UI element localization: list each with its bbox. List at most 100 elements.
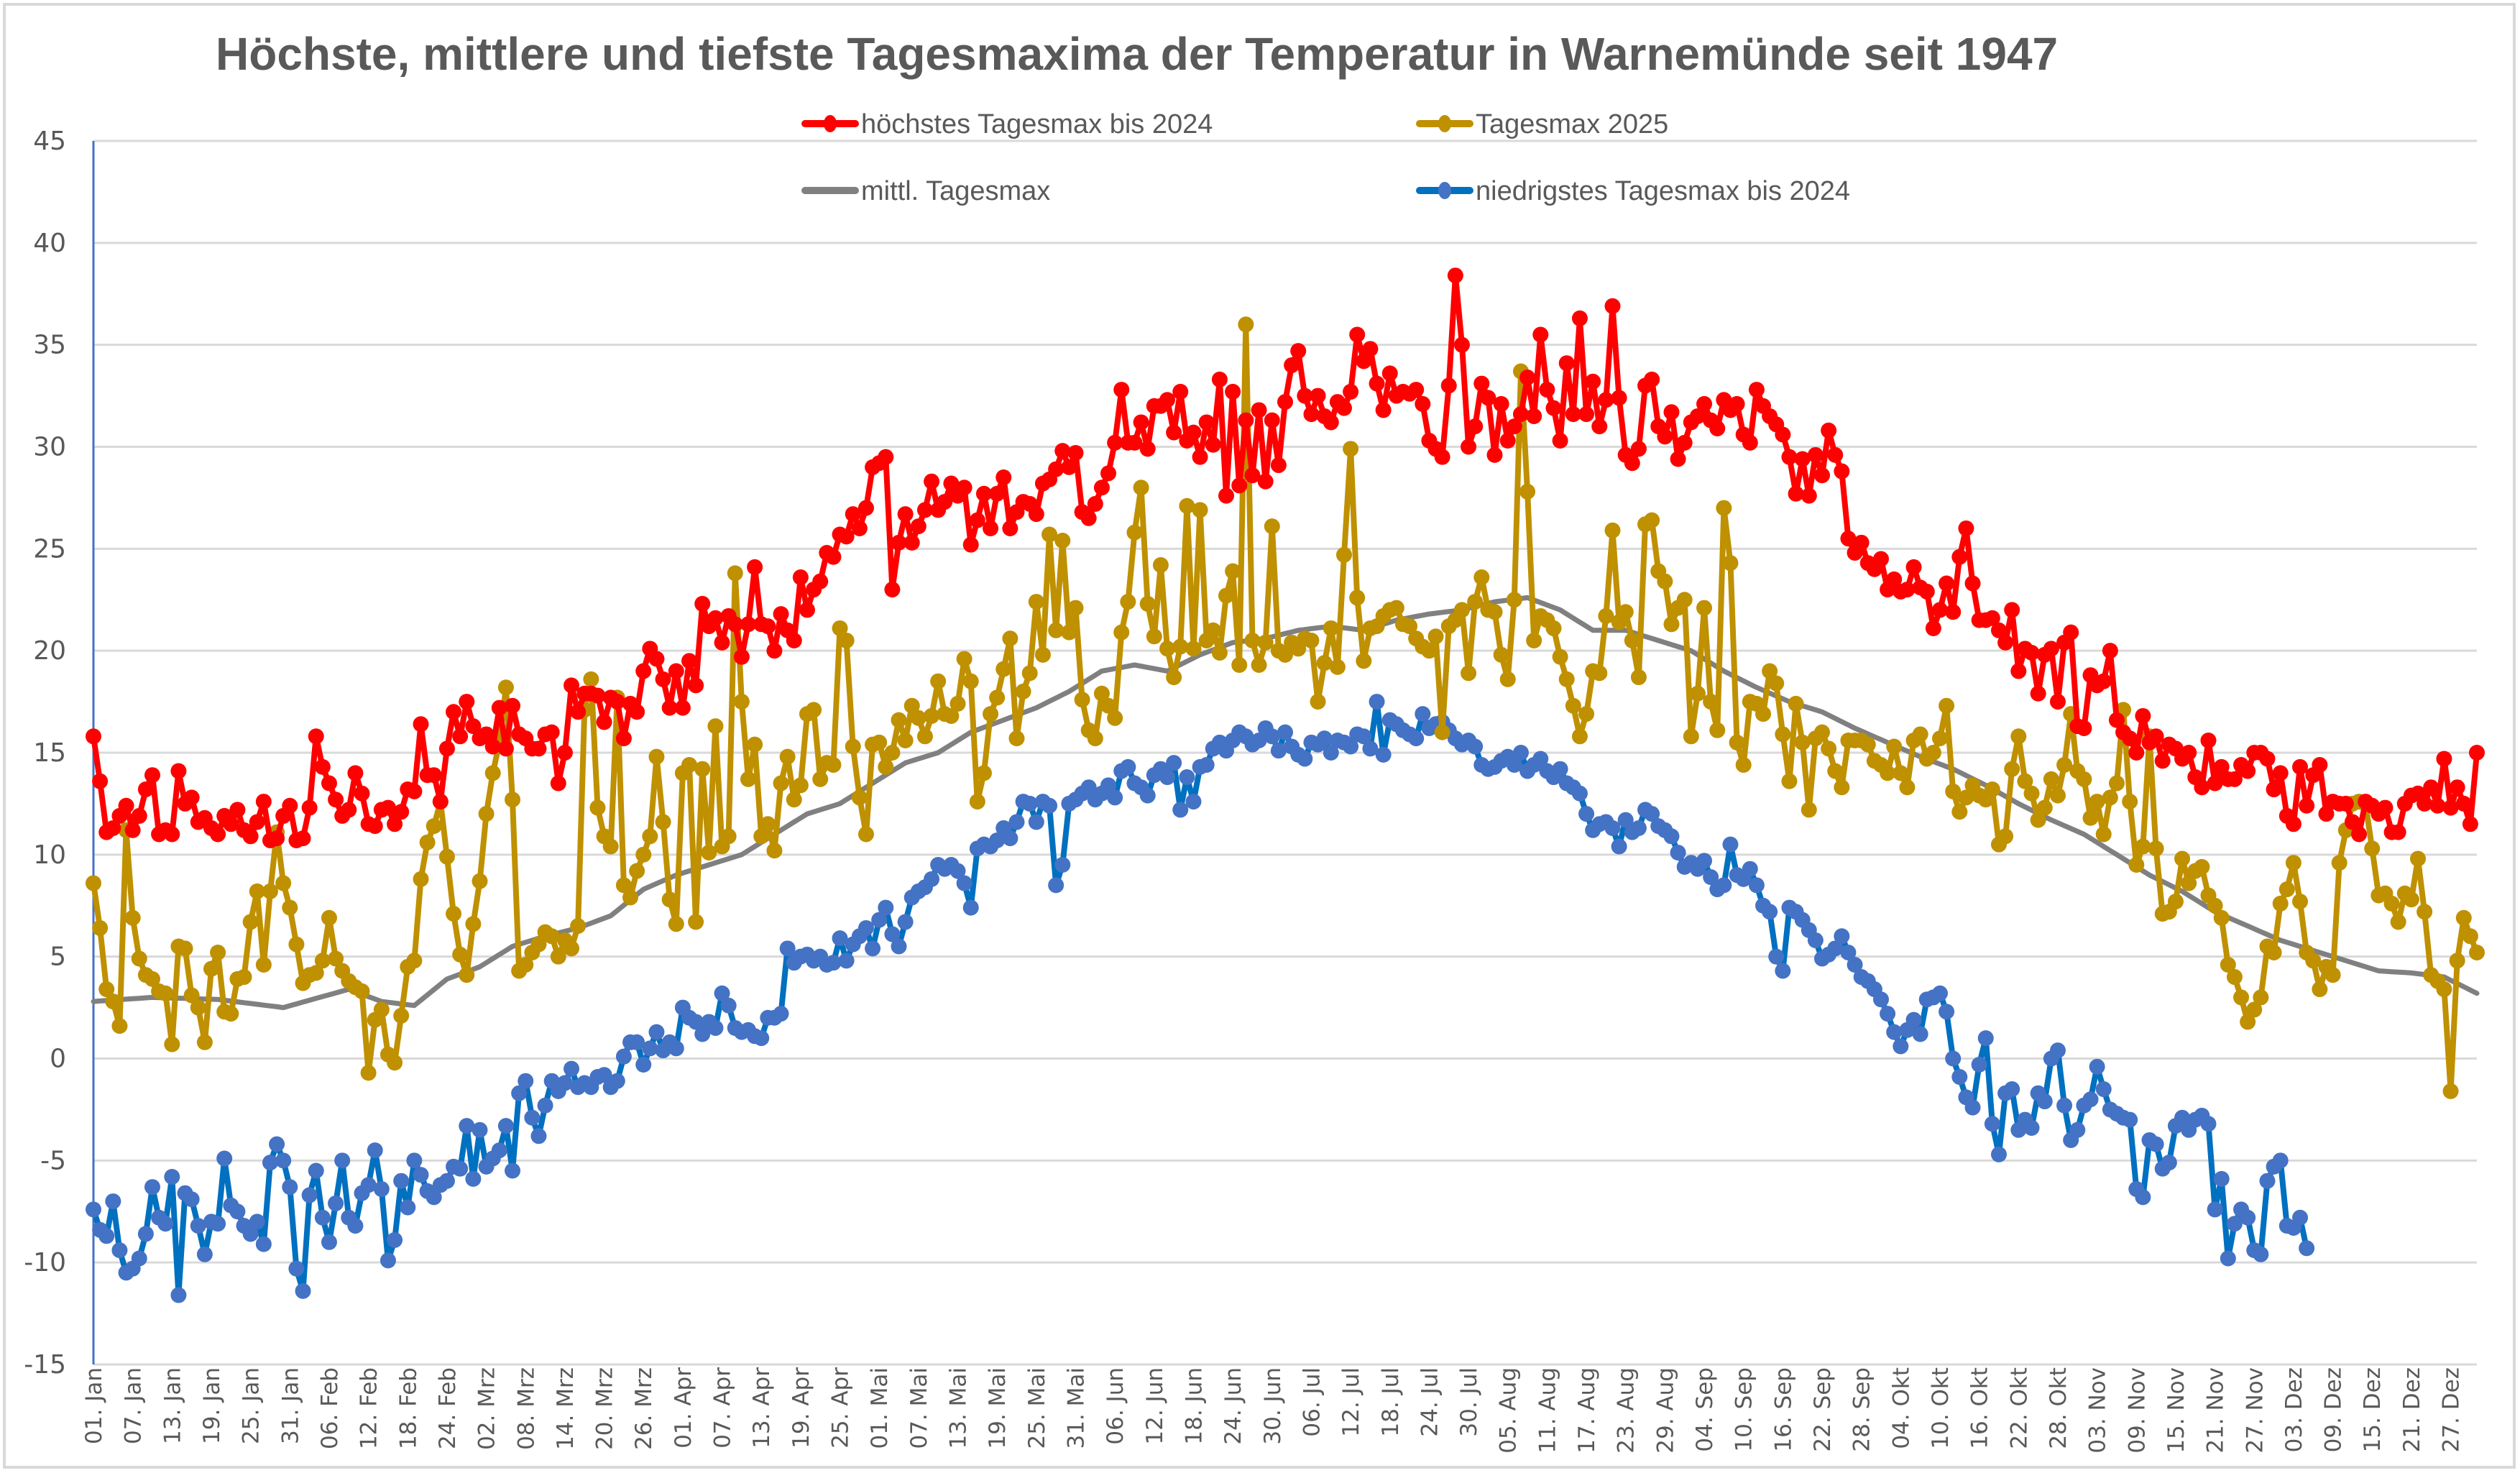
data-point xyxy=(1794,451,1811,467)
data-point xyxy=(282,899,298,916)
data-point xyxy=(484,738,501,755)
series-1 xyxy=(86,316,2485,1099)
y-tick-label: 10 xyxy=(33,840,66,870)
data-point xyxy=(2181,745,2197,761)
data-point xyxy=(1552,648,1568,665)
data-point xyxy=(550,948,566,965)
data-point xyxy=(1107,434,1123,451)
data-point xyxy=(1251,402,1267,418)
data-point xyxy=(459,1118,475,1134)
data-point xyxy=(86,728,101,745)
data-point xyxy=(2259,1173,2276,1189)
x-tick-label: 07. Apr xyxy=(710,1367,736,1449)
data-point xyxy=(727,616,743,633)
x-tick-label: 08. Mrz xyxy=(513,1367,539,1450)
data-point xyxy=(321,775,337,791)
data-point xyxy=(2253,989,2269,1006)
data-point xyxy=(1893,765,1909,781)
data-point xyxy=(2023,645,2040,661)
data-point xyxy=(2246,1001,2263,1018)
data-point xyxy=(137,1226,154,1242)
data-point xyxy=(1316,730,1333,747)
data-point xyxy=(2351,826,2368,843)
data-point xyxy=(1034,646,1051,663)
data-point xyxy=(1951,1069,1968,1086)
data-point xyxy=(884,745,901,761)
data-point xyxy=(1323,745,1339,761)
data-point xyxy=(1041,526,1058,543)
y-tick-label: 15 xyxy=(33,738,66,768)
data-point xyxy=(105,820,121,836)
data-point xyxy=(2416,795,2433,812)
data-point xyxy=(1859,736,1876,753)
x-tick-label: 06. Jul xyxy=(1299,1367,1325,1437)
data-point xyxy=(1762,663,1778,679)
data-point xyxy=(564,1060,580,1077)
data-point xyxy=(1939,1004,1955,1020)
data-point xyxy=(393,804,410,820)
data-point xyxy=(1179,497,1195,514)
data-point xyxy=(1598,607,1614,624)
data-point xyxy=(308,965,324,981)
data-point xyxy=(1172,802,1189,818)
data-point xyxy=(949,863,966,879)
data-point xyxy=(564,677,580,694)
data-point xyxy=(1624,455,1640,472)
data-point xyxy=(2135,1189,2151,1206)
data-point xyxy=(314,1209,331,1226)
data-point xyxy=(2436,751,2452,767)
series-group xyxy=(86,267,2485,1303)
data-point xyxy=(2442,1083,2459,1099)
data-point xyxy=(1369,375,1385,392)
data-point xyxy=(328,950,344,967)
data-point xyxy=(1008,814,1025,830)
data-point xyxy=(242,914,259,930)
data-point xyxy=(1958,520,1974,536)
data-point xyxy=(360,1177,377,1193)
data-point xyxy=(897,914,914,930)
data-point xyxy=(2226,969,2243,986)
data-point xyxy=(2135,838,2151,855)
data-point xyxy=(1486,604,1503,620)
data-point xyxy=(989,689,1006,706)
data-point xyxy=(1939,575,1955,592)
data-point xyxy=(871,734,888,751)
data-point xyxy=(1565,406,1581,423)
data-point xyxy=(1840,944,1857,960)
x-tick-label: 18. Feb xyxy=(395,1367,421,1449)
data-point xyxy=(1166,755,1182,771)
data-point xyxy=(714,634,730,651)
x-tick-label: 19. Apr xyxy=(788,1367,814,1449)
data-point xyxy=(2213,909,2230,926)
data-point xyxy=(1578,406,1595,423)
data-point xyxy=(446,906,462,922)
data-point xyxy=(2403,891,2419,908)
data-point xyxy=(1519,370,1536,386)
x-tick-label: 31. Mai xyxy=(1063,1367,1089,1449)
data-point xyxy=(1008,730,1025,747)
data-point xyxy=(1480,390,1496,406)
data-point xyxy=(203,960,219,977)
data-point xyxy=(1087,730,1103,747)
data-point xyxy=(2331,855,2347,871)
data-point xyxy=(301,799,318,816)
data-point xyxy=(367,1142,383,1159)
data-point xyxy=(681,653,697,669)
data-point xyxy=(124,909,141,926)
x-tick-label: 09. Nov xyxy=(2124,1367,2150,1454)
data-point xyxy=(1152,557,1169,574)
data-point xyxy=(438,740,455,757)
x-tick-label: 23. Aug xyxy=(1614,1367,1640,1454)
data-point xyxy=(216,1150,233,1167)
data-point xyxy=(1821,740,1837,757)
data-point xyxy=(1506,418,1522,435)
data-point xyxy=(1225,383,1241,400)
x-tick-label: 18. Jul xyxy=(1378,1367,1404,1437)
data-point xyxy=(2259,751,2276,767)
data-point xyxy=(2010,663,2027,679)
data-point xyxy=(1080,510,1097,526)
data-point xyxy=(406,1152,423,1169)
data-point xyxy=(196,1034,213,1050)
data-point xyxy=(694,761,711,777)
data-point xyxy=(1467,738,1484,755)
